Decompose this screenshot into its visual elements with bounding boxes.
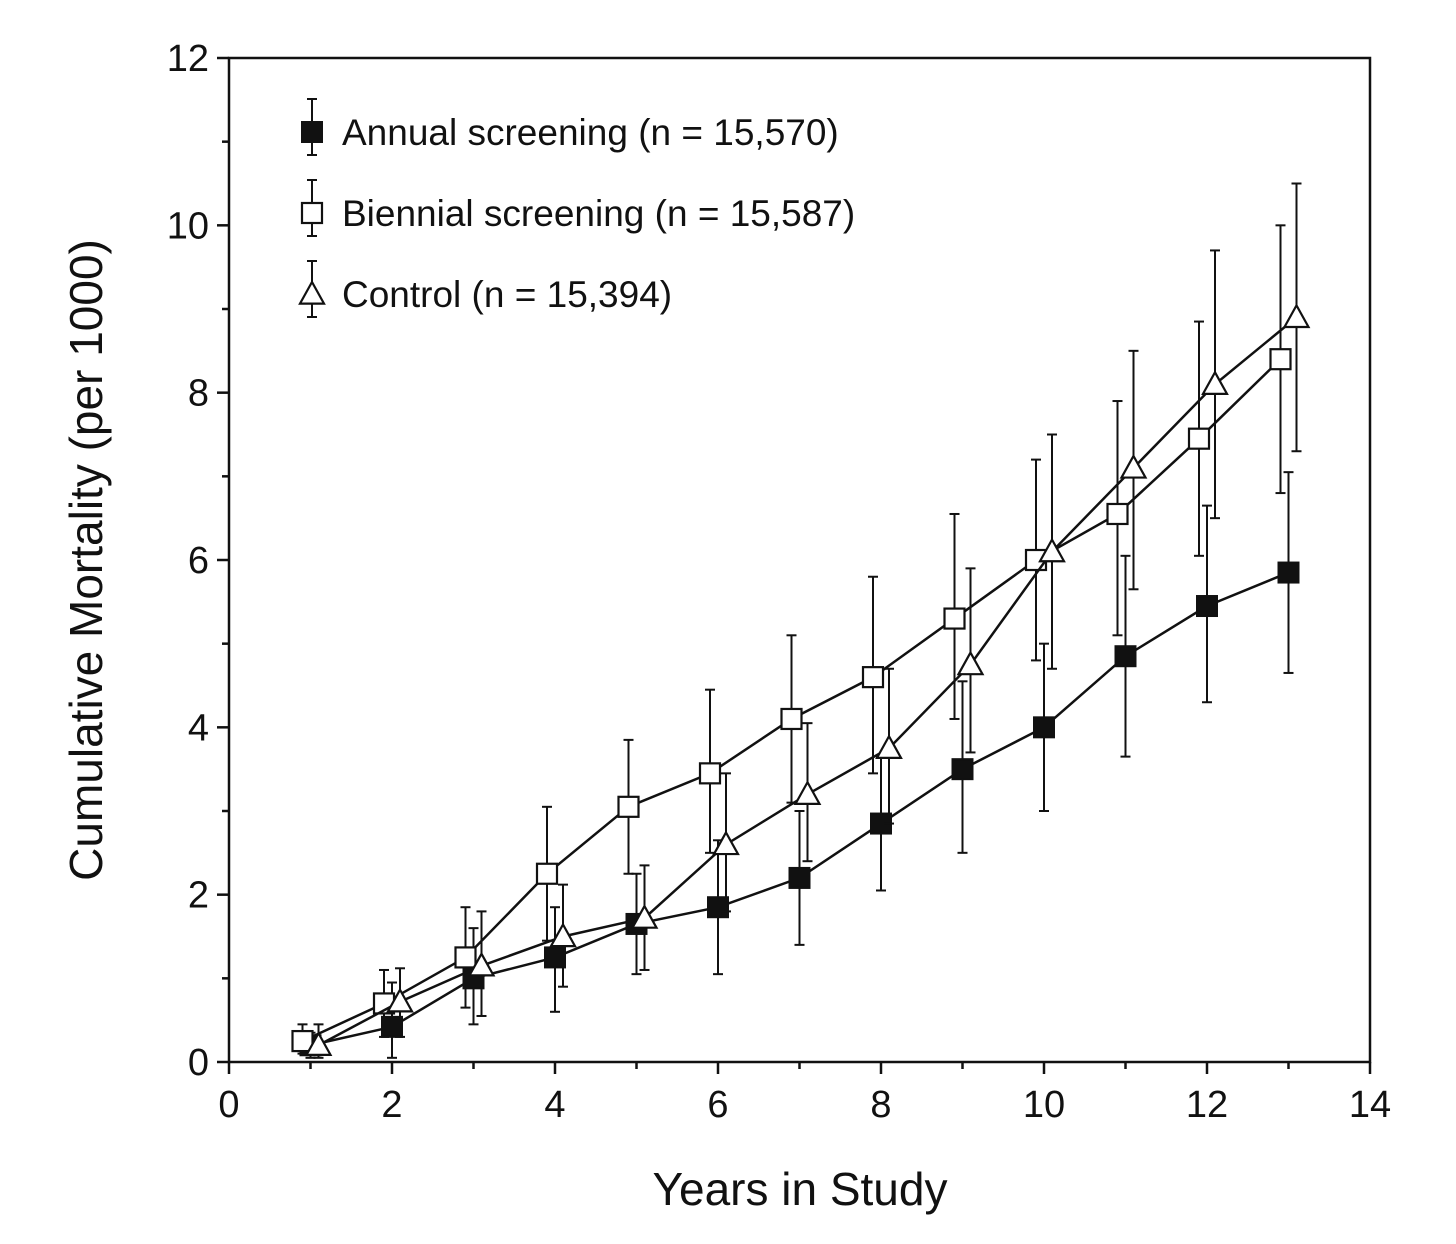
- x-tick-label: 4: [544, 1084, 565, 1126]
- data-point: [1114, 645, 1137, 668]
- data-point: [780, 707, 803, 731]
- data-point: [1269, 348, 1292, 371]
- data-point: [1201, 370, 1229, 395]
- series-open-triangle: [304, 182, 1311, 1059]
- legend-marker: [298, 279, 326, 305]
- data-point: [454, 946, 477, 969]
- y-tick-label: 10: [167, 205, 209, 247]
- data-point: [698, 762, 722, 785]
- data-point: [1277, 561, 1300, 584]
- data-point: [544, 946, 566, 969]
- x-tick-label: 14: [1349, 1084, 1391, 1126]
- axis-ticks: 0 2 4 6 8 10 12 14 0 2 4 6 8 10 12: [167, 38, 1391, 1126]
- data-point: [1282, 303, 1311, 329]
- legend-marker: [300, 201, 324, 225]
- plot-marks: [291, 182, 1311, 1059]
- data-point: [304, 1031, 333, 1056]
- data-point: [467, 951, 496, 977]
- data-point: [1033, 716, 1055, 739]
- legend-item: Control (n = 15,394): [298, 260, 672, 318]
- data-point: [1119, 453, 1148, 479]
- legend: Annual screening (n = 15,570) Biennial sc…: [298, 98, 855, 318]
- data-point: [875, 733, 903, 759]
- legend-marker: [301, 121, 323, 143]
- legend-label: Biennial screening (n = 15,587): [342, 193, 855, 234]
- x-tick-label: 0: [218, 1084, 239, 1126]
- legend-item: Biennial screening (n = 15,587): [300, 179, 855, 237]
- data-point: [630, 903, 659, 929]
- data-point: [943, 607, 966, 630]
- y-tick-label: 0: [188, 1042, 209, 1084]
- data-point: [535, 862, 559, 885]
- data-point: [291, 1029, 314, 1053]
- x-tick-label: 12: [1186, 1084, 1228, 1126]
- data-point: [1038, 537, 1066, 563]
- data-point: [793, 780, 822, 805]
- data-point: [549, 922, 577, 948]
- series-open-square: [291, 224, 1292, 1055]
- legend-label: Annual screening (n = 15,570): [342, 112, 839, 153]
- x-tick-label: 8: [870, 1084, 891, 1126]
- data-point: [712, 830, 740, 856]
- data-point: [861, 666, 885, 689]
- x-tick-label: 10: [1023, 1084, 1065, 1126]
- data-point: [788, 866, 811, 889]
- y-axis-title: Cumulative Mortality (per 1000): [60, 239, 112, 881]
- x-tick-label: 6: [707, 1084, 728, 1126]
- data-point: [381, 1015, 403, 1038]
- data-point: [1187, 427, 1211, 450]
- data-point: [1106, 502, 1129, 526]
- x-tick-label: 2: [381, 1084, 402, 1126]
- legend-item: Annual screening (n = 15,570): [301, 98, 839, 156]
- y-tick-label: 2: [188, 875, 209, 917]
- legend-label: Control (n = 15,394): [342, 274, 672, 315]
- x-axis-title: Years in Study: [653, 1163, 948, 1215]
- data-point: [386, 987, 414, 1013]
- data-point: [1196, 595, 1218, 618]
- y-tick-label: 6: [188, 540, 209, 582]
- data-point: [956, 650, 985, 676]
- y-tick-label: 12: [167, 38, 209, 80]
- series-filled-square: [299, 471, 1300, 1059]
- data-point: [951, 758, 974, 781]
- series-line: [310, 571, 1289, 1047]
- y-tick-label: 4: [188, 707, 209, 749]
- y-tick-label: 8: [188, 373, 209, 415]
- data-point: [617, 795, 640, 818]
